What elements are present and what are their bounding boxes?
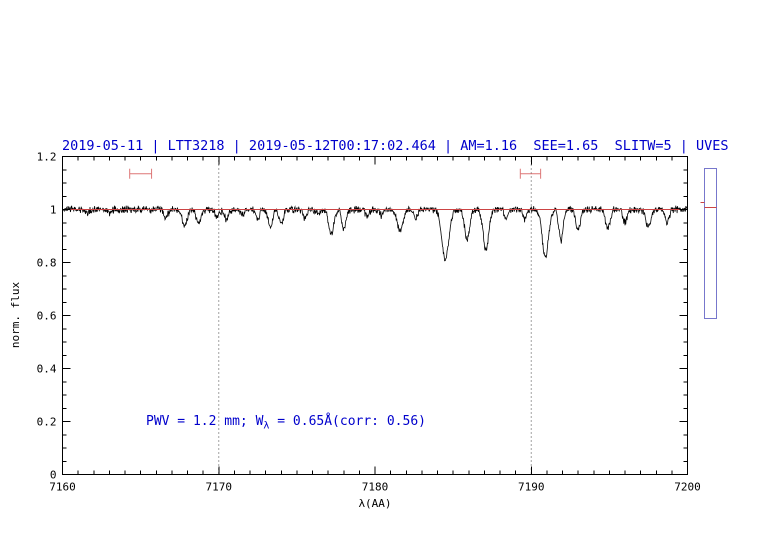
y-tick-label: 1.2 xyxy=(37,151,57,164)
x-tick-label: 7170 xyxy=(206,481,233,494)
y-tick-label: 0.2 xyxy=(37,416,57,429)
y-tick-label: 0.6 xyxy=(37,310,57,323)
y-axis-label: norm. flux xyxy=(9,282,22,349)
annotation-prefix: PWV = 1.2 mm; W xyxy=(146,414,264,429)
y-tick-label: 0.8 xyxy=(37,257,57,270)
y-tick-label: 0 xyxy=(50,469,57,482)
side-indicator-box xyxy=(704,168,717,319)
x-tick-label: 7180 xyxy=(362,481,389,494)
annotation-suffix: = 0.65Å(corr: 0.56) xyxy=(269,414,426,429)
x-tick-label: 7200 xyxy=(674,481,701,494)
x-tick-label: 7190 xyxy=(518,481,545,494)
y-tick-label: 0.4 xyxy=(37,363,57,376)
annotation-lambda-subscript: λ xyxy=(263,420,270,432)
pwv-annotation: PWV = 1.2 mm; Wλ = 0.65Å(corr: 0.56) xyxy=(146,414,426,432)
spectrum-line xyxy=(62,205,688,262)
y-tick-label: 1 xyxy=(50,204,57,217)
x-tick-label: 7160 xyxy=(49,481,76,494)
x-axis-label: λ(AA) xyxy=(358,497,391,510)
